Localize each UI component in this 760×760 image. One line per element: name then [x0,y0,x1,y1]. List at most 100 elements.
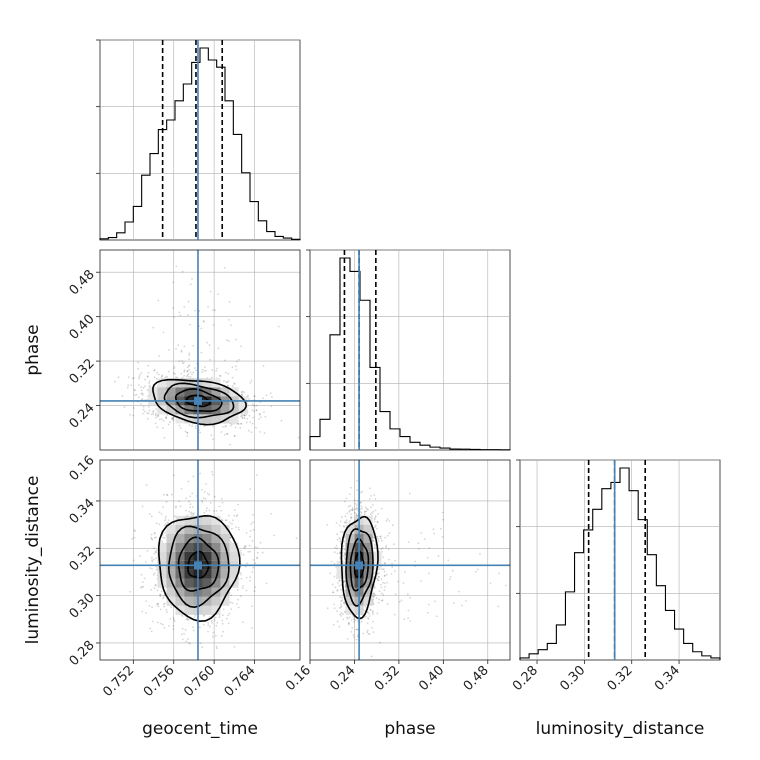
sample-point [329,572,332,575]
y-axis-label-phase: phase [23,324,43,375]
sample-point [194,425,197,427]
sample-point [428,547,431,549]
sample-point [153,536,156,539]
sample-point [333,562,336,565]
sample-point [199,642,202,645]
x-tick-label: 0.32 [605,663,636,694]
sample-point [172,416,175,418]
sample-point [156,602,159,605]
sample-point [222,426,224,428]
sample-point [386,534,389,537]
sample-point [188,663,190,665]
sample-point [201,646,204,649]
sample-point [251,605,253,607]
density-cell [229,551,239,561]
sample-point [237,526,240,529]
x-tick-label: 0.24 [327,663,358,694]
sample-point [233,646,236,648]
sample-point [131,377,134,380]
sample-point [229,541,232,543]
truth-marker [193,396,202,405]
sample-point [209,625,211,628]
x-tick-label: 0.40 [416,663,447,694]
truth-marker [193,561,202,570]
sample-point [189,371,192,374]
sample-point [384,586,386,588]
sample-point [174,506,177,509]
sample-point [242,553,245,556]
contour-line [152,378,247,426]
sample-point [227,622,230,625]
density-cell [184,533,194,543]
density-cell [211,596,221,606]
sample-point [355,628,358,631]
sample-point [251,540,254,542]
sample-point [343,552,346,555]
sample-point [200,327,203,330]
sample-point [391,562,393,565]
sample-point [356,500,359,502]
sample-point [152,671,154,673]
sample-point [344,515,347,518]
sample-point [394,570,396,573]
density-cell [184,605,194,615]
sample-point [384,575,386,577]
sample-point [372,593,375,595]
sample-point [243,391,246,393]
sample-point [186,314,189,316]
sample-point [173,620,176,623]
sample-point [234,426,237,429]
sample-point [220,518,223,521]
sample-point [240,391,243,394]
sample-point [208,509,211,512]
sample-point [188,354,191,357]
sample-point [215,509,218,512]
sample-point [209,501,212,504]
sample-point [348,522,351,524]
sample-point [137,367,139,370]
sample-point [351,509,354,512]
sample-point [228,319,230,321]
sample-point [142,393,144,396]
sample-point [383,562,386,565]
sample-point [343,580,346,583]
sample-point [172,307,175,309]
sample-point [246,562,249,565]
sample-point [383,589,386,591]
sample-point [211,369,214,371]
sample-point [162,623,164,626]
sample-point [239,427,242,429]
x-tick-label: 0.34 [652,663,683,694]
sample-point [235,338,237,341]
sample-point [186,370,189,373]
sample-point [151,560,154,563]
sample-point [181,638,184,641]
sample-point [255,409,258,412]
sample-point [250,431,253,433]
sample-point [208,493,211,496]
sample-point [350,513,352,515]
x-tick-label: 0.764 [222,663,259,700]
sample-point [220,509,223,512]
sample-point [203,366,206,369]
sample-point [171,493,173,496]
sample-point [167,370,170,373]
sample-point [216,621,219,624]
sample-point [210,434,213,437]
sample-point [173,367,175,370]
sample-point [356,507,358,509]
sample-point [188,358,191,361]
sample-point [264,415,267,418]
sample-point [350,619,353,621]
sample-point [174,373,177,375]
sample-point [158,373,160,376]
sample-point [360,505,363,508]
sample-point [151,556,153,559]
sample-point [172,616,175,619]
sample-point [162,506,165,508]
sample-point [224,425,227,428]
sample-point [161,375,164,378]
sample-point [347,617,349,620]
sample-point [186,370,189,373]
sample-point [342,602,345,604]
